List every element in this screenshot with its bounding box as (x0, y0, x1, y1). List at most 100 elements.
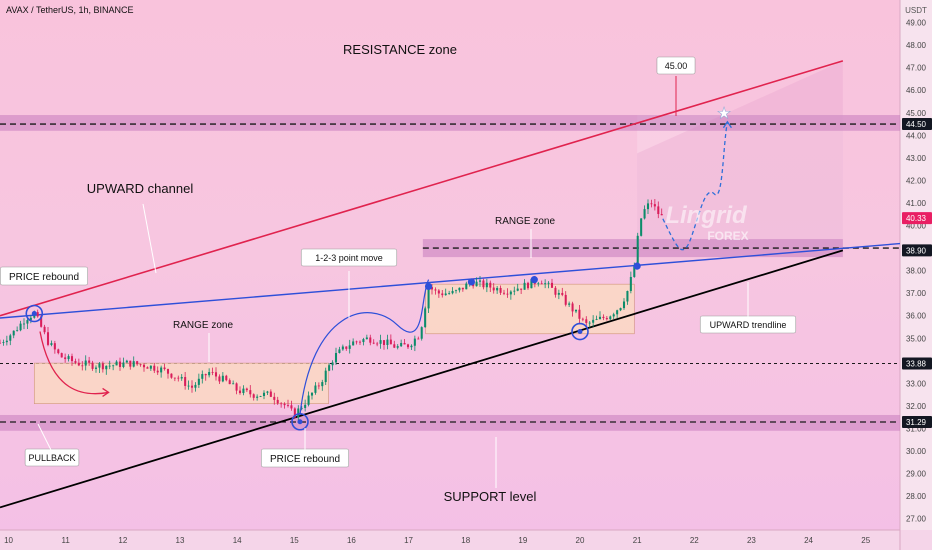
resistance-label: RESISTANCE zone (343, 42, 457, 57)
chart-title: AVAX / TetherUS, 1h, BINANCE (6, 5, 134, 15)
candle-body (324, 370, 327, 383)
candle-body (444, 293, 447, 296)
range-zone-left-label: RANGE zone (173, 320, 233, 331)
y-tick-label: 31.00 (906, 425, 927, 434)
y-tick-label: 49.00 (906, 19, 927, 28)
trendlines-layer (0, 60, 901, 509)
candle-body (286, 405, 290, 406)
candle-body (475, 281, 478, 287)
candle-body (400, 342, 403, 347)
candle-body (338, 349, 341, 353)
candle-body (520, 288, 523, 290)
y-tick-label: 43.00 (906, 154, 927, 163)
candle-body (190, 385, 194, 388)
candle-body (492, 287, 495, 291)
x-tick-label: 13 (176, 536, 185, 545)
price-rebound-left-label: PRICE rebound (9, 272, 79, 283)
currency-label: USDT (905, 6, 927, 15)
candle-body (50, 343, 53, 345)
y-tick-label: 42.00 (906, 176, 927, 185)
candle-body (458, 287, 461, 291)
y-tick-label: 37.00 (906, 289, 927, 298)
trendline-point (467, 278, 476, 286)
candle-body (53, 343, 56, 350)
candle-body (77, 362, 80, 366)
target-label: 45.00 (665, 61, 688, 71)
candle-body (516, 288, 519, 291)
candle-body (122, 362, 125, 367)
upward-trendline-label: UPWARD trendline (710, 320, 787, 330)
candle-body (142, 364, 146, 368)
candle-body (568, 303, 571, 305)
price-badge (902, 357, 932, 370)
range-zone (425, 283, 635, 335)
candle-body (379, 340, 382, 344)
price-badge-label: 38.90 (906, 246, 927, 255)
candles-layer (0, 199, 663, 424)
candle-body (489, 282, 492, 288)
candle-body (526, 282, 530, 289)
candle-body (420, 327, 423, 339)
candle-body (88, 360, 91, 363)
candle-body (98, 363, 101, 368)
candle-body (170, 373, 173, 378)
price-badge (902, 244, 932, 257)
candle-body (643, 209, 646, 219)
price-badge-label: 44.50 (906, 120, 927, 129)
annotations-layer: ★ RESISTANCE zone UPWARD channel RANGE zone… (0, 42, 797, 504)
point-move-curve (299, 279, 430, 416)
candle-body (22, 323, 26, 325)
candle-body (547, 282, 550, 284)
price-badge (902, 212, 932, 225)
candle-body (307, 395, 310, 405)
y-tick-label: 41.00 (906, 199, 927, 208)
candle-body (81, 365, 84, 367)
candle-body (372, 342, 375, 344)
candle-body (46, 332, 50, 345)
candle-body (358, 341, 362, 343)
candle-body (389, 339, 392, 345)
star-icon: ★ (717, 105, 731, 122)
candle-body (94, 367, 98, 369)
candle-body (139, 364, 142, 366)
candle-body (91, 362, 94, 369)
candle-body (660, 214, 663, 216)
candle-body (554, 287, 557, 295)
candle-body (585, 319, 588, 323)
candle-body (211, 371, 214, 373)
candle-body (293, 408, 296, 418)
candle-body (297, 408, 300, 418)
candle-body (74, 361, 77, 363)
candle-body (19, 323, 22, 331)
y-tick-label: 48.00 (906, 41, 927, 50)
candle-body (2, 342, 5, 343)
x-tick-label: 15 (290, 536, 299, 545)
y-tick-label: 33.00 (906, 379, 927, 388)
candle-body (184, 377, 187, 386)
candle-body (386, 339, 389, 345)
candle-body (557, 292, 560, 295)
candle-body (221, 375, 224, 382)
candle-body (328, 365, 331, 371)
trendline-point (633, 262, 641, 270)
projection-arrowhead (722, 120, 732, 129)
candle-body (310, 392, 314, 396)
candle-body (441, 293, 444, 296)
x-tick-label: 21 (633, 536, 642, 545)
candle-body (290, 405, 293, 409)
x-tick-label: 14 (233, 536, 242, 545)
upward-trendline (0, 249, 844, 509)
candle-body (499, 287, 502, 293)
y-tick-label: 38.00 (906, 267, 927, 276)
x-tick-label: 24 (804, 536, 813, 545)
candle-body (509, 291, 512, 295)
candle-body (581, 318, 584, 320)
candle-body (12, 330, 15, 336)
candle-body (640, 218, 643, 236)
projection-area (637, 115, 843, 251)
pullback-label-box (24, 448, 80, 467)
candle-body (304, 404, 307, 408)
candle-body (544, 283, 547, 285)
candle-body (194, 384, 197, 388)
pullback-arrow (39, 331, 109, 395)
